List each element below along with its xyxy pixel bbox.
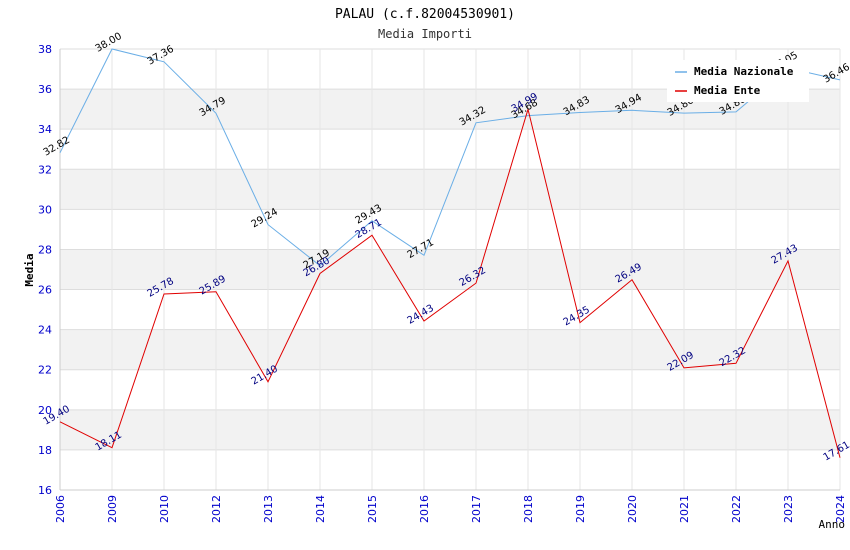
- chart-subtitle: Media Importi: [378, 27, 472, 41]
- x-axis-label: Anno: [819, 518, 846, 531]
- y-axis-label: Media: [23, 253, 36, 286]
- x-tick-label: 2013: [262, 495, 275, 523]
- x-tick-label: 2010: [158, 495, 171, 523]
- y-tick-label: 20: [38, 404, 52, 417]
- x-tick-label: 2015: [366, 495, 379, 523]
- y-tick-label: 32: [38, 163, 52, 176]
- y-tick-label: 30: [38, 203, 52, 216]
- series-line-media-ente: [59, 107, 841, 458]
- y-tick-label: 28: [38, 243, 52, 256]
- series-lines: [59, 48, 841, 458]
- x-tick-label: 2021: [678, 495, 691, 523]
- y-axis-ticks: 16 18 20 22 24 26 28 30 32 34 36 38: [38, 43, 52, 497]
- gridlines: [59, 48, 841, 491]
- x-axis-ticks: 2006 2009 2010 2012 2013 2014 2015 2016 2017 2018…: [54, 495, 847, 523]
- x-tick-label: 2024: [834, 495, 847, 523]
- y-tick-label: 26: [38, 284, 52, 297]
- x-tick-label: 2016: [418, 495, 431, 523]
- chart-title: PALAU (c.f.82004530901): [335, 7, 515, 22]
- x-tick-label: 2012: [210, 495, 223, 523]
- legend-label-media-ente: Media Ente: [694, 84, 761, 97]
- background-band: [60, 329, 840, 370]
- y-tick-label: 18: [38, 444, 52, 457]
- background-band: [60, 289, 840, 330]
- x-tick-label: 2006: [54, 495, 67, 523]
- background-band: [60, 449, 840, 490]
- background-band: [60, 209, 840, 250]
- legend-label-media-nazionale: Media Nazionale: [694, 65, 794, 78]
- legend-box: [667, 60, 809, 102]
- x-tick-label: 2009: [106, 495, 119, 523]
- background-band: [60, 129, 840, 170]
- legend: Media Nazionale Media Ente: [667, 60, 809, 102]
- x-tick-label: 2019: [574, 495, 587, 523]
- y-tick-label: 34: [38, 123, 52, 136]
- x-tick-label: 2014: [314, 495, 327, 523]
- y-tick-label: 24: [38, 324, 52, 337]
- background-band: [60, 249, 840, 290]
- background-band: [60, 369, 840, 410]
- background-band: [60, 409, 840, 450]
- background-bands: [60, 49, 840, 490]
- y-tick-label: 36: [38, 83, 52, 96]
- series-line-media-nazionale: [59, 48, 841, 267]
- y-tick-label: 16: [38, 484, 52, 497]
- x-tick-label: 2023: [782, 495, 795, 523]
- x-tick-label: 2022: [730, 495, 743, 523]
- y-tick-label: 22: [38, 364, 52, 377]
- x-tick-label: 2017: [470, 495, 483, 523]
- y-tick-label: 38: [38, 43, 52, 56]
- x-tick-label: 2018: [522, 495, 535, 523]
- x-tick-label: 2020: [626, 495, 639, 523]
